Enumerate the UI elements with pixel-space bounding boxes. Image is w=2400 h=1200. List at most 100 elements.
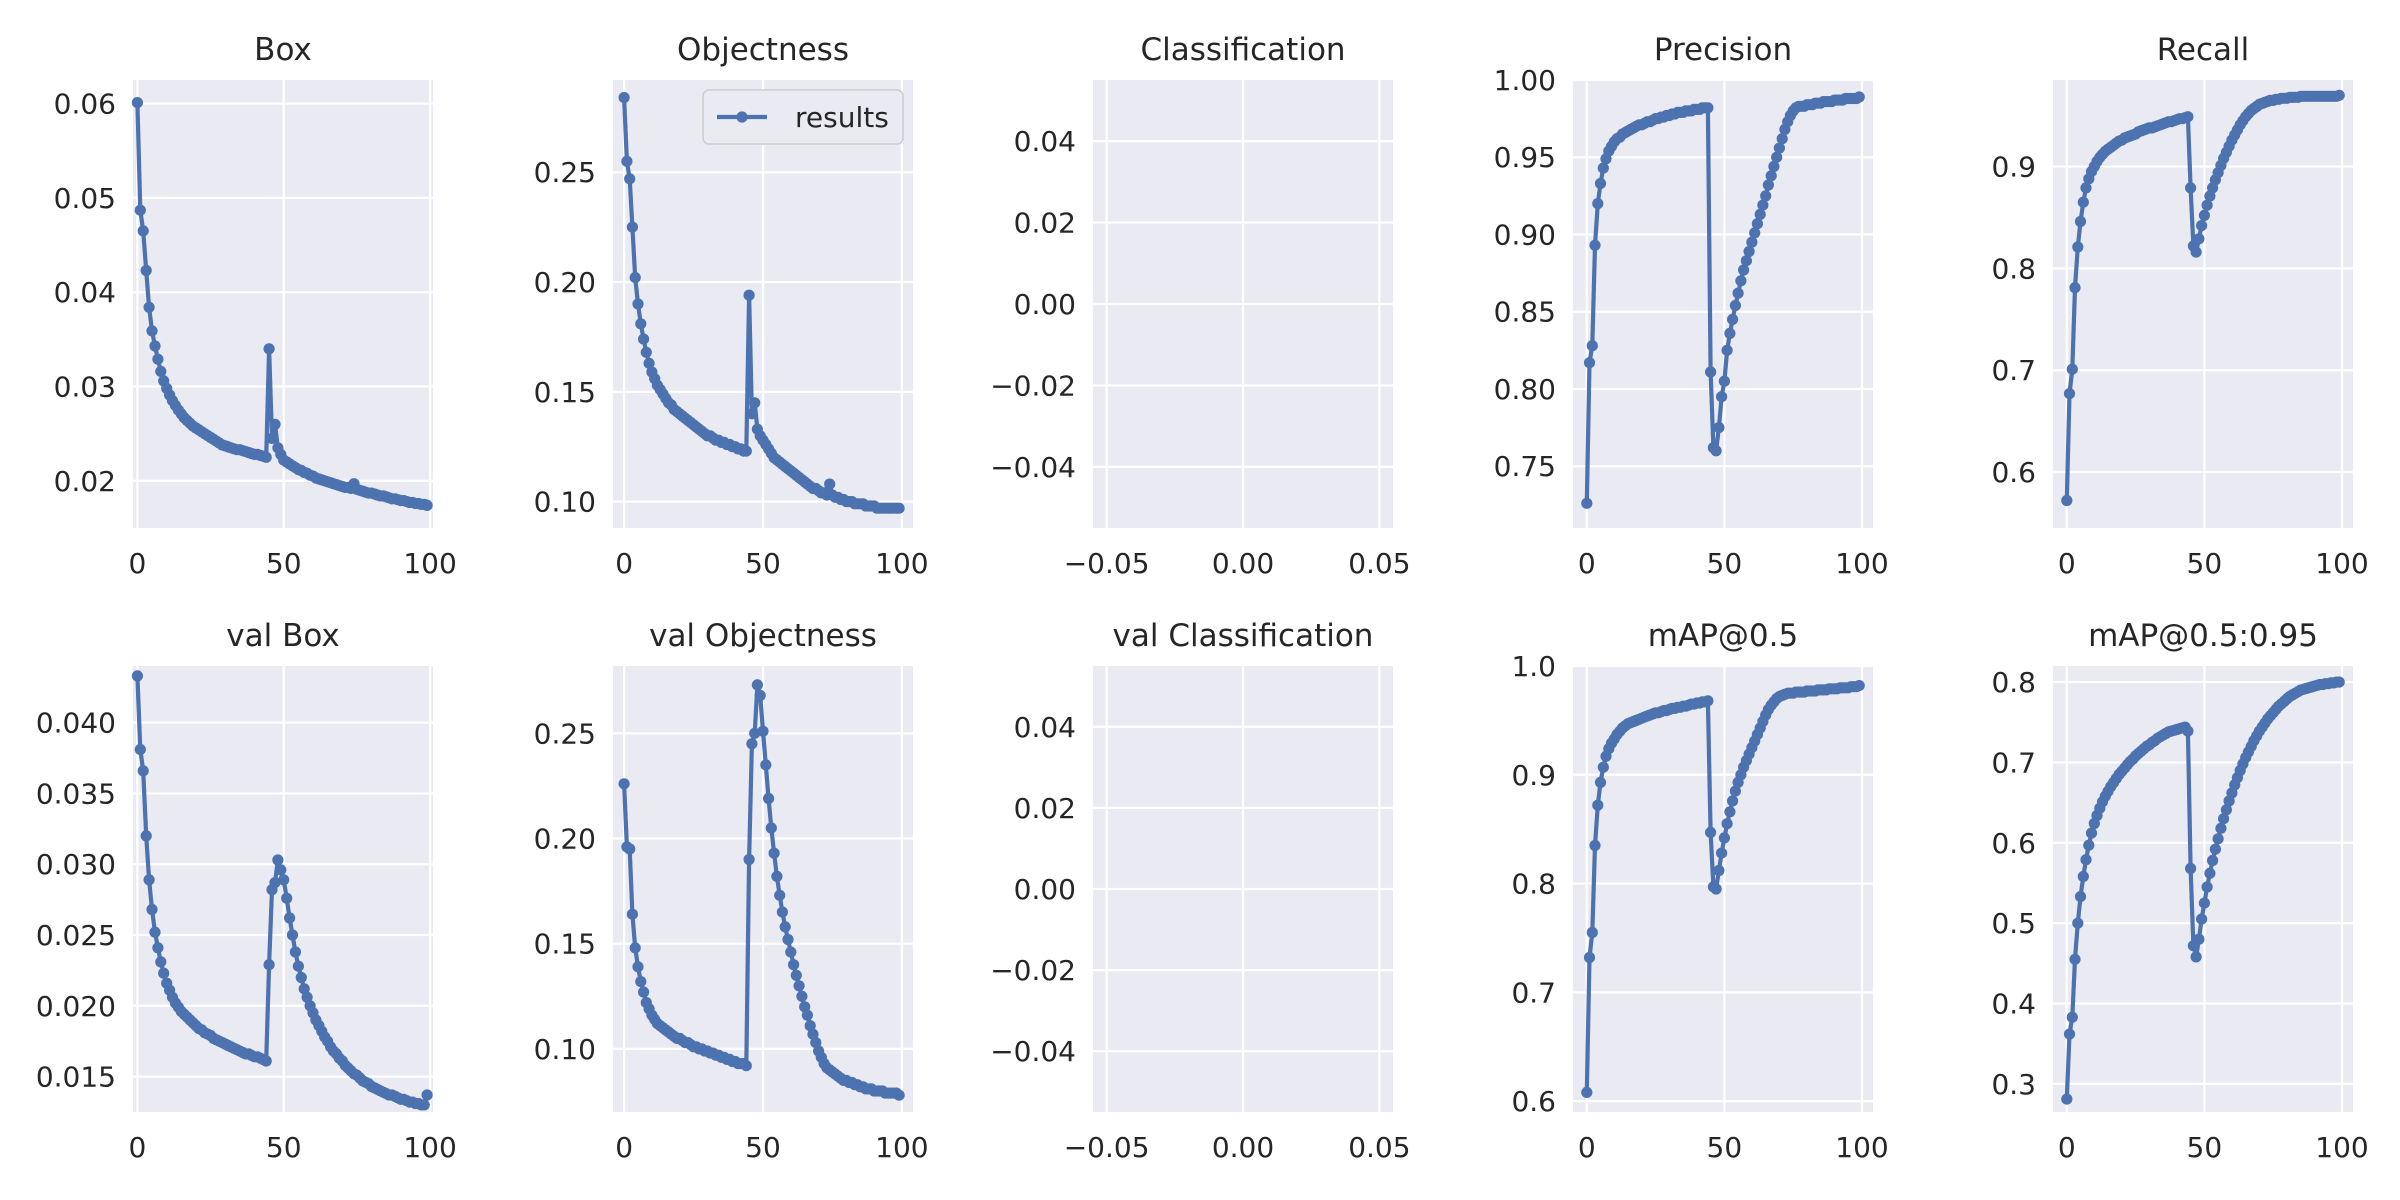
x-tick-label: 0 [128,1131,146,1164]
data-point [2069,953,2081,965]
y-tick-label: 0.25 [534,156,596,189]
y-tick-label: 0.04 [1014,711,1076,744]
data-point [1751,218,1763,230]
data-point [1738,264,1750,276]
x-tick-label: 100 [2315,1131,2368,1164]
y-tick-label: 0.015 [36,1061,116,1094]
x-tick-label: 0 [2058,547,2076,580]
chart-panel: 0 50 100 0.10 0.15 0.20 0.25 val Objectness [534,618,929,1164]
data-point [2333,676,2345,688]
data-point [1581,1086,1593,1098]
data-point [771,870,783,883]
data-point [804,1020,816,1032]
chart-title: mAP@0.5 [1648,618,1798,654]
data-point [1710,445,1722,457]
data-point [1760,190,1772,202]
chart-panel: 0 50 100 0.015 0.020 0.025 0.030 0.035 0.040 val … [36,618,457,1164]
x-tick-label: 100 [875,1131,928,1164]
y-tick-label: 0.7 [1991,354,2036,387]
data-point [134,204,146,216]
data-point [774,889,786,901]
data-point [2074,215,2087,228]
data-point [2077,196,2089,208]
y-tick-label: 0.7 [1511,976,1556,1009]
data-point [1773,142,1785,154]
x-tick-label: 50 [266,1131,302,1164]
data-point [618,92,630,104]
data-point [1581,497,1593,509]
y-tick-label: 0.90 [1494,218,1556,251]
data-point [2069,282,2081,294]
data-point [1718,832,1730,844]
chart-title: Recall [2157,32,2250,68]
data-point [624,173,636,185]
data-point [284,912,296,924]
data-point [638,333,650,345]
data-point [421,499,433,511]
y-tick-label: 0.00 [1014,873,1076,906]
x-tick-label: 100 [403,1131,456,1164]
data-point [131,670,143,682]
y-tick-label: 0.020 [36,990,116,1023]
y-tick-label: 0.06 [54,88,116,121]
data-point [2182,725,2194,737]
data-point [260,451,272,463]
data-point [1597,162,1609,174]
data-point [1716,847,1728,859]
data-point [640,346,652,358]
data-point [2066,1011,2078,1023]
chart-panel: −0.05 0.00 0.05 −0.04 −0.02 0.00 0.02 0.04 val C… [990,618,1410,1164]
data-point [272,854,284,866]
data-point [260,1055,272,1067]
y-tick-label: 0.85 [1494,296,1556,329]
data-point [765,822,777,834]
x-tick-label: 50 [1707,547,1743,580]
data-point [2193,233,2205,245]
data-point [2190,246,2202,258]
legend-box [702,89,904,145]
y-tick-label: 1.0 [1511,650,1556,683]
data-point [2193,933,2205,945]
data-point [155,956,167,968]
data-point [2072,917,2084,929]
x-tick-label: 100 [2315,547,2368,580]
legend-marker [736,111,748,123]
data-point [1765,170,1777,182]
data-point [1713,864,1725,877]
data-point [131,97,143,109]
data-point [643,357,655,369]
data-point [1721,818,1733,830]
x-tick-label: 100 [875,547,928,580]
data-point [2209,843,2221,855]
y-tick-label: 0.3 [1991,1068,2036,1101]
data-point [624,843,636,855]
chart-title: Objectness [677,32,849,68]
y-tick-label: 0.00 [1014,288,1076,321]
data-point [2185,862,2197,875]
data-point [635,976,647,988]
data-point [263,343,275,355]
data-point [152,942,164,954]
data-point [893,502,905,514]
y-tick-label: 0.9 [1511,759,1556,792]
y-tick-label: 0.8 [1511,868,1556,901]
data-point [1768,160,1780,173]
data-point [2333,89,2345,101]
data-point [1589,239,1601,251]
data-point [1597,761,1609,773]
y-tick-label: 0.04 [1014,125,1076,158]
data-point [140,830,152,842]
data-point [782,933,794,946]
x-tick-label: 50 [266,547,302,580]
y-tick-label: 0.6 [1991,456,2036,489]
y-tick-label: 0.5 [1991,907,2036,940]
y-tick-label: 0.03 [54,371,116,404]
y-tick-label: −0.02 [990,369,1076,402]
chart-title: Box [254,32,312,68]
y-tick-label: 0.040 [36,707,116,740]
y-tick-label: 0.02 [1014,792,1076,825]
y-tick-label: 0.10 [534,1033,596,1066]
data-point [149,340,161,352]
data-point [760,759,772,771]
